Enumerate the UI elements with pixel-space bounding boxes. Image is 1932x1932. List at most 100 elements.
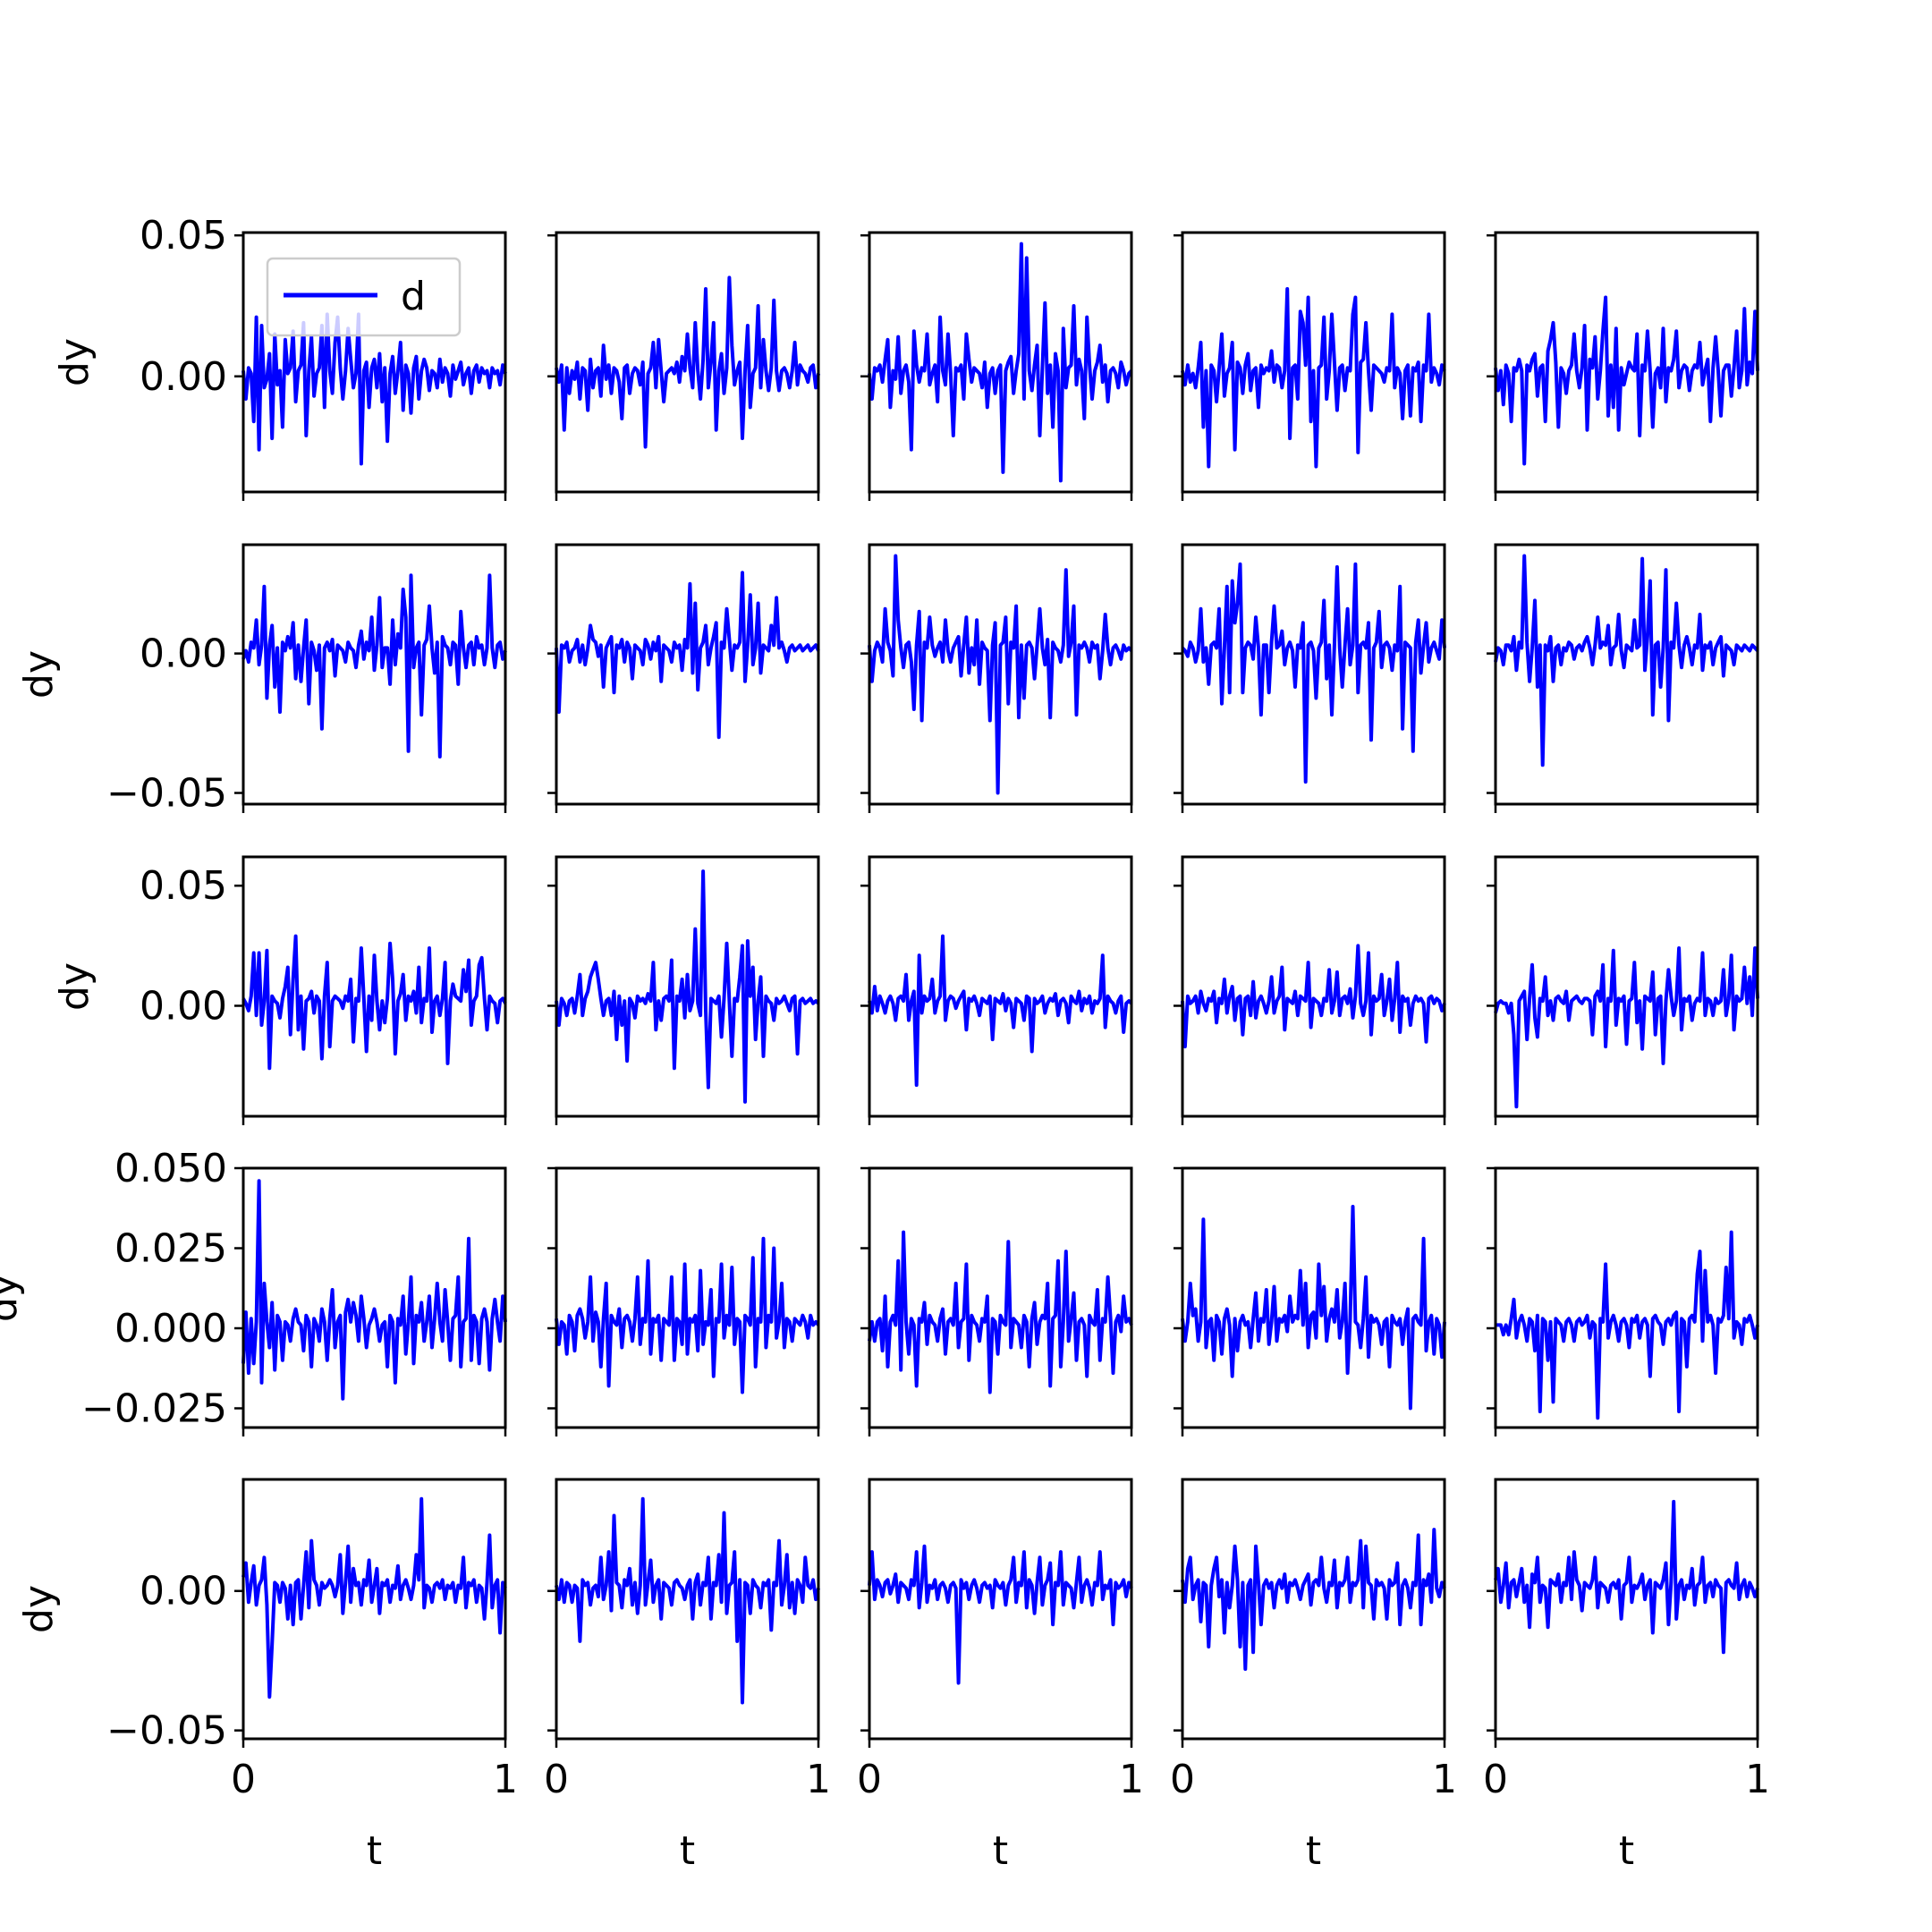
subplot-r1-c4 <box>1174 231 1446 501</box>
y-tick-label: −0.05 <box>106 771 227 817</box>
subplot-r3-c4 <box>1174 855 1446 1125</box>
series-line <box>555 1496 820 1705</box>
y-tick-label: 0.05 <box>140 863 227 909</box>
x-tick-label: 1 <box>493 1757 518 1802</box>
axes-frame <box>1181 543 1446 806</box>
series-line <box>1181 1205 1446 1411</box>
series-line <box>1181 562 1446 784</box>
axes-frame <box>555 231 820 494</box>
subplot-r5-c3: 0 1 t <box>857 1478 1144 1874</box>
subplot-r5-c4: 0 1 t <box>1170 1478 1457 1874</box>
y-tick-label: 0.00 <box>140 631 227 677</box>
subplot-r5-c2: 0 1 t <box>544 1478 831 1874</box>
series-line <box>242 312 507 466</box>
subplot-r2-c2 <box>547 543 820 813</box>
axes-frame <box>1181 231 1446 494</box>
y-tick-label: −0.025 <box>81 1386 227 1432</box>
subplot-r1-c5 <box>1487 231 1759 501</box>
subplot-r4-c1: 0.050 0.025 0.000 −0.025 dy <box>0 1146 507 1436</box>
subplot-r1-c1: 0.05 0.00 dy d <box>52 213 507 501</box>
subplot-r1-c3 <box>860 231 1133 501</box>
axes-frame <box>555 543 820 806</box>
axes-frame <box>555 855 820 1118</box>
series-line <box>868 242 1133 483</box>
axes-frame <box>1494 855 1759 1118</box>
axes-frame <box>242 231 507 494</box>
y-axis-label: dy <box>52 962 97 1011</box>
axes-frame <box>242 543 507 806</box>
series-line <box>1496 1230 1759 1420</box>
axes-frame <box>1181 1166 1446 1429</box>
y-tick-label: 0.00 <box>140 354 227 400</box>
x-axis-label: t <box>1306 1828 1321 1874</box>
x-tick-label: 0 <box>544 1757 569 1802</box>
series-line <box>868 1230 1133 1394</box>
subplot-r4-c3 <box>860 1166 1133 1436</box>
y-tick-label: 0.050 <box>114 1146 227 1191</box>
axes-frame <box>868 543 1133 806</box>
series-line <box>868 1544 1133 1685</box>
subplot-r4-c2 <box>547 1166 820 1436</box>
subplot-r2-c5 <box>1487 543 1759 813</box>
axes-frame <box>1181 855 1446 1118</box>
series-line <box>868 554 1133 795</box>
y-axis-label: dy <box>52 338 97 386</box>
x-tick-label: 1 <box>806 1757 831 1802</box>
series-line <box>868 934 1133 1088</box>
x-axis-label: t <box>993 1828 1008 1874</box>
axes-frame <box>1494 1166 1759 1429</box>
series-line <box>1494 1499 1759 1655</box>
axes-frame <box>555 1478 820 1741</box>
subplot-r3-c1: 0.05 0.00 dy <box>52 855 507 1125</box>
y-tick-label: 0.00 <box>140 983 227 1029</box>
series-line <box>1494 295 1759 466</box>
x-axis-label: t <box>680 1828 695 1874</box>
series-line <box>555 571 820 740</box>
series-line <box>242 573 507 758</box>
y-tick-label: −0.05 <box>106 1708 227 1754</box>
axes-frame <box>868 1478 1133 1741</box>
subplot-r1-c2 <box>547 231 820 501</box>
x-tick-label: 1 <box>1432 1757 1457 1802</box>
x-tick-label: 0 <box>1483 1757 1508 1802</box>
series-line <box>242 1496 507 1699</box>
subplot-r5-c1: 0.00 −0.050 1 t dy <box>16 1478 518 1874</box>
y-tick-label: 0.00 <box>140 1569 227 1614</box>
axes-frame <box>1181 1478 1446 1741</box>
y-tick-label: 0.000 <box>114 1306 227 1352</box>
subplot-grid: 0.050.00dyd0.00−0.05dy0.050.00dy0.0500.0… <box>0 213 1770 1874</box>
subplot-r2-c4 <box>1174 543 1446 813</box>
axes-frame <box>555 1166 820 1429</box>
axes-frame <box>242 1478 507 1741</box>
y-tick-label: 0.025 <box>114 1226 227 1272</box>
x-tick-label: 1 <box>1119 1757 1144 1802</box>
series-line <box>1494 554 1759 767</box>
subplot-r4-c4 <box>1174 1166 1446 1436</box>
x-tick-label: 0 <box>857 1757 882 1802</box>
legend: d <box>266 257 462 337</box>
series-line <box>1181 1528 1446 1671</box>
subplot-r3-c5 <box>1487 855 1759 1125</box>
series-line <box>1181 287 1446 469</box>
x-tick-label: 1 <box>1745 1757 1770 1802</box>
x-tick-label: 0 <box>231 1757 256 1802</box>
axes-frame <box>868 231 1133 494</box>
y-axis-label: dy <box>16 1585 62 1633</box>
axes-frame <box>242 855 507 1118</box>
legend-label: d <box>401 274 426 319</box>
x-axis-label: t <box>367 1828 382 1874</box>
axes-frame <box>868 1166 1133 1429</box>
series-line <box>1181 944 1446 1049</box>
axes-frame <box>242 1166 507 1429</box>
series-line <box>555 869 820 1104</box>
subplot-r2-c3 <box>860 543 1133 813</box>
y-axis-label: dy <box>0 1274 26 1322</box>
x-tick-label: 0 <box>1170 1757 1195 1802</box>
subplot-r5-c5: 0 1 t <box>1483 1478 1770 1874</box>
axes-frame <box>868 855 1133 1118</box>
x-axis-label: t <box>1619 1828 1634 1874</box>
subplot-r3-c3 <box>860 855 1133 1125</box>
axes-frame <box>1494 1478 1759 1741</box>
series-line <box>555 1236 820 1394</box>
series-line <box>242 934 507 1071</box>
